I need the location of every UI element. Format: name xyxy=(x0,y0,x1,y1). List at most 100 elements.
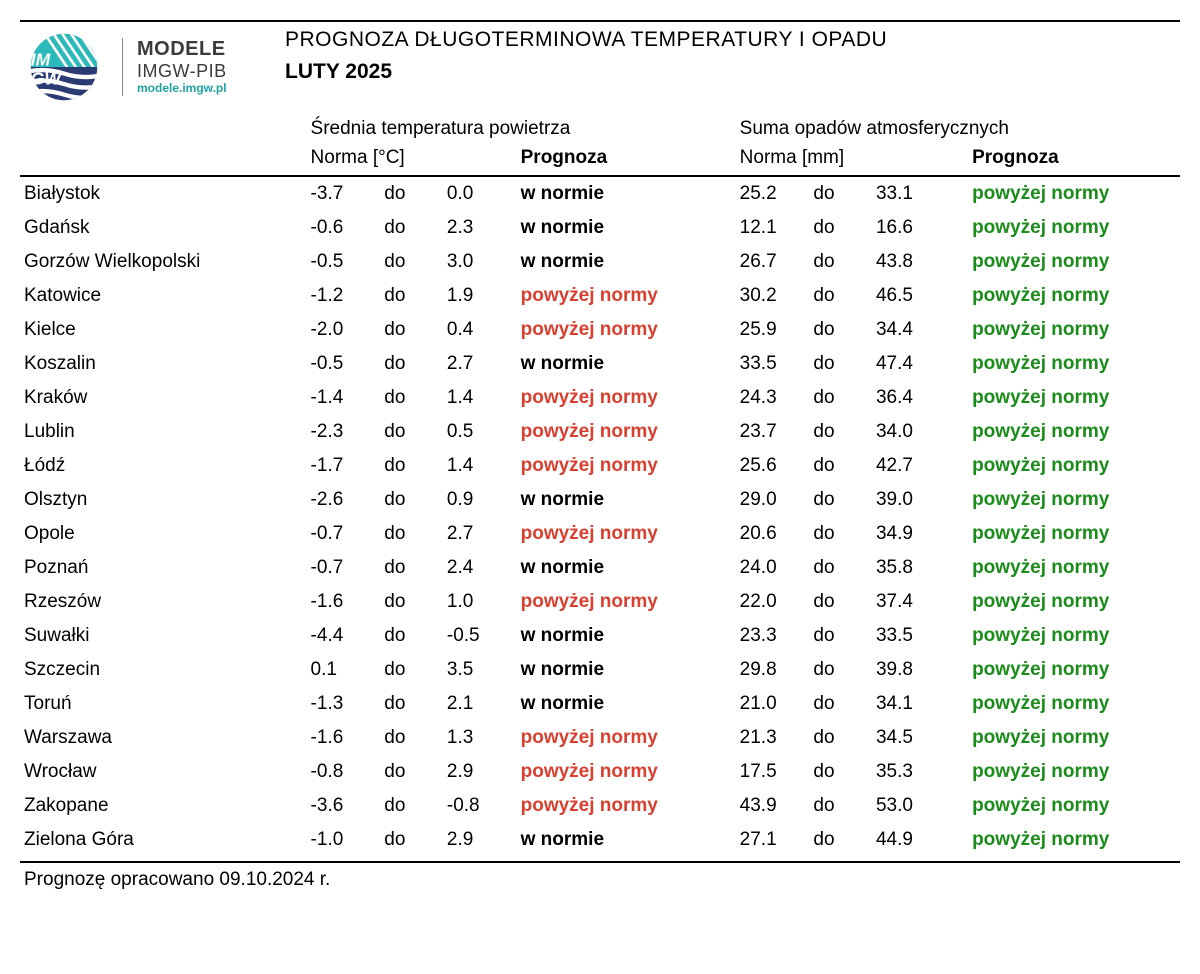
city-cell: Wrocław xyxy=(20,755,311,789)
to-cell: do xyxy=(384,279,447,313)
precip-lo-cell: 29.0 xyxy=(740,483,814,517)
to-cell: do xyxy=(813,551,876,585)
city-cell: Łódź xyxy=(20,449,311,483)
precip-forecast-cell: powyżej normy xyxy=(972,789,1180,823)
logo-block: IM GW MODELE IMGW-PIB modele.imgw.pl xyxy=(20,24,285,102)
temp-forecast-cell: powyżej normy xyxy=(521,789,740,823)
to-cell: do xyxy=(384,347,447,381)
temp-hi-cell: 3.5 xyxy=(447,653,521,687)
precip-forecast-cell: powyżej normy xyxy=(972,245,1180,279)
city-cell: Szczecin xyxy=(20,653,311,687)
city-cell: Białystok xyxy=(20,176,311,211)
to-cell: do xyxy=(813,176,876,211)
city-cell: Toruń xyxy=(20,687,311,721)
temp-hi-cell: 0.0 xyxy=(447,176,521,211)
temp-hi-cell: 1.3 xyxy=(447,721,521,755)
precip-hi-cell: 44.9 xyxy=(876,823,972,857)
temp-hi-cell: -0.8 xyxy=(447,789,521,823)
temp-lo-cell: -0.5 xyxy=(311,347,385,381)
temp-hi-cell: 0.4 xyxy=(447,313,521,347)
temp-hi-cell: 2.7 xyxy=(447,517,521,551)
temp-hi-cell: 0.9 xyxy=(447,483,521,517)
precip-lo-cell: 24.3 xyxy=(740,381,814,415)
temp-lo-cell: -1.3 xyxy=(311,687,385,721)
precip-lo-cell: 23.7 xyxy=(740,415,814,449)
table-row: Katowice-1.2do1.9powyżej normy30.2do46.5… xyxy=(20,279,1180,313)
precip-forecast-cell: powyżej normy xyxy=(972,483,1180,517)
temp-forecast-cell: w normie xyxy=(521,483,740,517)
table-row: Kielce-2.0do0.4powyżej normy25.9do34.4po… xyxy=(20,313,1180,347)
title-line1: PROGNOZA DŁUGOTERMINOWA TEMPERATURY I OP… xyxy=(285,28,1180,52)
precip-forecast-cell: powyżej normy xyxy=(972,755,1180,789)
precip-hi-cell: 39.8 xyxy=(876,653,972,687)
brand-line3: modele.imgw.pl xyxy=(137,82,227,96)
precip-forecast-cell: powyżej normy xyxy=(972,211,1180,245)
temp-lo-cell: -2.0 xyxy=(311,313,385,347)
to-cell: do xyxy=(813,687,876,721)
temp-forecast-cell: w normie xyxy=(521,211,740,245)
table-row: Suwałki-4.4do-0.5w normie23.3do33.5powyż… xyxy=(20,619,1180,653)
city-cell: Gorzów Wielkopolski xyxy=(20,245,311,279)
to-cell: do xyxy=(384,789,447,823)
precip-hi-cell: 35.8 xyxy=(876,551,972,585)
to-cell: do xyxy=(813,245,876,279)
precip-lo-cell: 26.7 xyxy=(740,245,814,279)
imgw-logo-icon: IM GW xyxy=(20,32,108,102)
to-cell: do xyxy=(813,483,876,517)
precip-hi-cell: 46.5 xyxy=(876,279,972,313)
city-cell: Warszawa xyxy=(20,721,311,755)
temp-forecast-cell: w normie xyxy=(521,823,740,857)
precip-hi-cell: 34.5 xyxy=(876,721,972,755)
forecast-header-2: Prognoza xyxy=(972,142,1180,176)
title-line2: LUTY 2025 xyxy=(285,60,1180,84)
precip-lo-cell: 21.0 xyxy=(740,687,814,721)
to-cell: do xyxy=(813,619,876,653)
temp-hi-cell: 3.0 xyxy=(447,245,521,279)
precip-hi-cell: 33.1 xyxy=(876,176,972,211)
to-cell: do xyxy=(813,653,876,687)
city-cell: Kraków xyxy=(20,381,311,415)
precip-lo-cell: 27.1 xyxy=(740,823,814,857)
temp-forecast-cell: w normie xyxy=(521,245,740,279)
precip-hi-cell: 36.4 xyxy=(876,381,972,415)
temp-group-header: Średnia temperatura powietrza xyxy=(311,108,740,142)
precip-forecast-cell: powyżej normy xyxy=(972,176,1180,211)
precip-forecast-cell: powyżej normy xyxy=(972,381,1180,415)
temp-lo-cell: -3.7 xyxy=(311,176,385,211)
city-cell: Zielona Góra xyxy=(20,823,311,857)
city-cell: Zakopane xyxy=(20,789,311,823)
temp-forecast-cell: w normie xyxy=(521,619,740,653)
precip-lo-cell: 12.1 xyxy=(740,211,814,245)
to-cell: do xyxy=(813,347,876,381)
temp-forecast-cell: powyżej normy xyxy=(521,381,740,415)
table-row: Gdańsk-0.6do2.3w normie12.1do16.6powyżej… xyxy=(20,211,1180,245)
to-cell: do xyxy=(813,823,876,857)
temp-lo-cell: -2.6 xyxy=(311,483,385,517)
temp-forecast-cell: powyżej normy xyxy=(521,449,740,483)
table-row: Olsztyn-2.6do0.9w normie29.0do39.0powyże… xyxy=(20,483,1180,517)
city-cell: Katowice xyxy=(20,279,311,313)
precip-hi-cell: 47.4 xyxy=(876,347,972,381)
to-cell: do xyxy=(384,823,447,857)
table-body: Białystok-3.7do0.0w normie25.2do33.1powy… xyxy=(20,176,1180,857)
temp-forecast-cell: powyżej normy xyxy=(521,755,740,789)
to-cell: do xyxy=(384,483,447,517)
to-cell: do xyxy=(813,279,876,313)
temp-lo-cell: -1.6 xyxy=(311,585,385,619)
precip-hi-cell: 34.9 xyxy=(876,517,972,551)
city-cell: Kielce xyxy=(20,313,311,347)
to-cell: do xyxy=(813,755,876,789)
precip-forecast-cell: powyżej normy xyxy=(972,687,1180,721)
precip-lo-cell: 25.2 xyxy=(740,176,814,211)
temp-lo-cell: 0.1 xyxy=(311,653,385,687)
to-cell: do xyxy=(384,755,447,789)
precip-forecast-cell: powyżej normy xyxy=(972,653,1180,687)
brand-text: MODELE IMGW-PIB modele.imgw.pl xyxy=(122,38,227,95)
to-cell: do xyxy=(384,585,447,619)
to-cell: do xyxy=(384,687,447,721)
to-cell: do xyxy=(813,721,876,755)
temp-lo-cell: -0.8 xyxy=(311,755,385,789)
to-cell: do xyxy=(813,211,876,245)
temp-lo-cell: -1.2 xyxy=(311,279,385,313)
to-cell: do xyxy=(813,415,876,449)
